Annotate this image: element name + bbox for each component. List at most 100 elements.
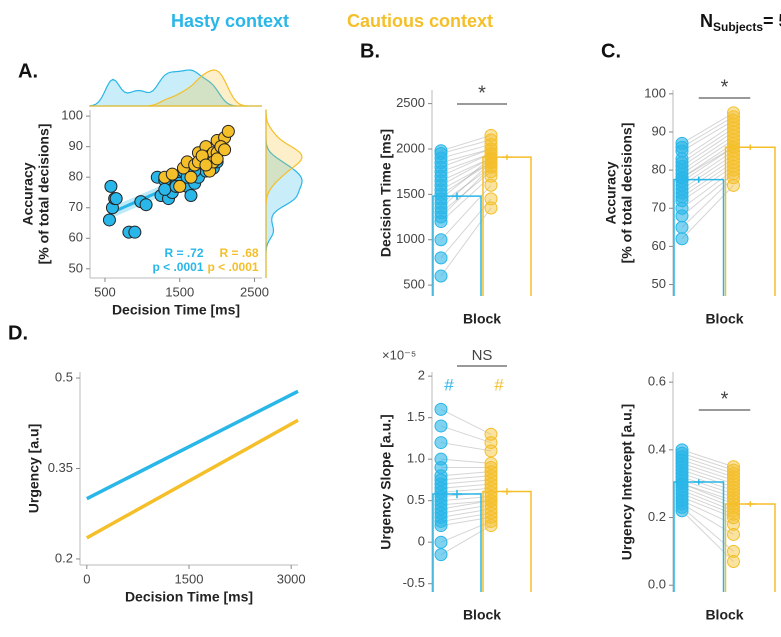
- pair-line: [681, 476, 734, 495]
- significance-label: *: [478, 82, 486, 104]
- panel-letter: D.: [8, 322, 28, 344]
- series-marker: #: [494, 375, 504, 394]
- y-tick-label: 50: [652, 276, 666, 291]
- y-tick-label: 100: [61, 108, 83, 123]
- subject-point: [727, 494, 740, 508]
- y-tick-label: 2500: [396, 95, 425, 110]
- subject-point: [434, 419, 448, 433]
- n-label: N: [700, 11, 713, 31]
- pair-line: [681, 479, 734, 498]
- pair-line: [440, 408, 492, 435]
- scatter-point: [184, 189, 198, 203]
- subject-point: [434, 251, 448, 265]
- pair-line: [681, 120, 734, 152]
- subject-point: [727, 544, 740, 558]
- scatter-point: [139, 198, 153, 212]
- y-axis-title: [% of total decisions]: [619, 123, 635, 264]
- y-tick-label: 0.5: [55, 369, 73, 384]
- subject-point: [727, 490, 740, 504]
- pair-line: [681, 131, 734, 167]
- series-marker: #: [444, 375, 454, 394]
- density-x: [90, 69, 262, 107]
- y-axis-title: Urgency Intercept [a.u.]: [619, 404, 635, 560]
- subject-point: [484, 142, 498, 156]
- scatter-point: [128, 225, 142, 239]
- scatter-point: [104, 179, 118, 193]
- n-subscript: Subjects: [713, 20, 763, 34]
- x-tick-label: 1500: [175, 571, 204, 586]
- significance-label: NS: [472, 347, 493, 364]
- y-tick-label: 1500: [396, 186, 425, 201]
- subject-point: [675, 209, 689, 223]
- y-tick-label: 0.4: [648, 441, 666, 456]
- subject-point: [727, 507, 740, 521]
- pair-line: [681, 112, 734, 144]
- pair-line: [681, 459, 734, 478]
- significance-label: *: [721, 76, 729, 98]
- x-tick-label: 0: [83, 571, 90, 586]
- pair-line: [440, 471, 492, 477]
- subject-point: [484, 169, 498, 183]
- significance-label: *: [721, 388, 729, 410]
- scatter-point: [221, 124, 235, 138]
- x-axis-title: Block: [463, 311, 501, 327]
- pair-line: [440, 483, 492, 489]
- subject-point: [434, 402, 448, 416]
- density-y: [265, 109, 303, 278]
- y-tick-label: 0.0: [648, 577, 666, 592]
- y-tick-label: 2000: [396, 140, 425, 155]
- subject-point: [484, 514, 498, 528]
- stat-label: R = .72: [164, 246, 203, 260]
- x-tick-label: 500: [94, 284, 116, 299]
- subject-point: [484, 178, 498, 192]
- y-tick-label: 2: [418, 368, 425, 383]
- subject-point: [484, 151, 498, 165]
- y-tick-label: 0.2: [648, 509, 666, 524]
- subject-point: [434, 535, 448, 549]
- subject-point: [727, 483, 740, 497]
- panel-letter: B.: [360, 40, 380, 62]
- scatter-point: [218, 143, 232, 157]
- y-tick-label: 70: [652, 200, 666, 215]
- fit-line: [86, 389, 299, 501]
- pair-line: [440, 134, 492, 152]
- y-tick-label: 80: [69, 169, 83, 184]
- pair-line: [681, 469, 734, 488]
- y-axis-title: Accuracy: [20, 162, 36, 225]
- pair-line: [440, 487, 492, 493]
- pair-line: [440, 425, 492, 444]
- y-tick-label: 500: [403, 277, 425, 292]
- subject-point: [727, 527, 740, 541]
- subject-point: [727, 470, 740, 484]
- y-tick-label: -0.5: [403, 575, 425, 590]
- pair-line: [681, 462, 734, 481]
- n-value: = 50: [763, 11, 781, 31]
- x-axis-title: Block: [463, 607, 501, 623]
- pair-line: [440, 139, 492, 155]
- y-tick-label: 90: [652, 123, 666, 138]
- fit-line: [85, 418, 299, 540]
- pair-line: [681, 116, 734, 148]
- subject-point: [727, 473, 740, 487]
- pair-line: [681, 139, 734, 175]
- y-tick-label: 0.5: [407, 492, 425, 507]
- y-tick-label: 1000: [396, 231, 425, 246]
- scatter-point: [109, 192, 123, 206]
- subject-point: [727, 487, 740, 501]
- subject-point: [484, 519, 498, 533]
- subject-point: [727, 555, 740, 569]
- pair-line: [681, 483, 734, 505]
- pair-line: [681, 127, 734, 163]
- subject-point: [727, 463, 740, 477]
- scatter-point: [173, 179, 187, 193]
- subject-point: [675, 504, 689, 518]
- stat-label: p < .0001: [208, 260, 259, 274]
- pair-line: [681, 456, 734, 475]
- pair-line: [681, 483, 734, 502]
- scatter-point: [199, 158, 213, 172]
- y-tick-label: 70: [69, 199, 83, 214]
- stat-label: R = .68: [220, 246, 259, 260]
- subject-point: [727, 517, 740, 531]
- subject-point: [675, 232, 689, 246]
- scatter-point: [165, 167, 179, 181]
